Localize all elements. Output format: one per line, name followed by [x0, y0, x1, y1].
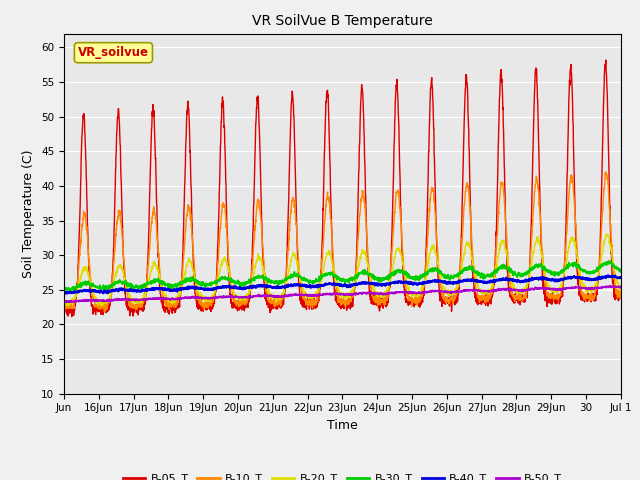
B-10_T: [236, 302, 244, 308]
B-10_T: [602, 169, 610, 175]
Line: B-50_T: B-50_T: [64, 286, 621, 302]
B-05_T: [60, 308, 68, 314]
B-30_T: [67, 289, 74, 295]
B-10_T: [510, 292, 518, 298]
B-40_T: [611, 273, 619, 278]
B-50_T: [116, 297, 124, 302]
Line: B-10_T: B-10_T: [64, 172, 621, 312]
Line: B-20_T: B-20_T: [64, 234, 621, 306]
B-05_T: [510, 296, 518, 301]
B-40_T: [63, 291, 70, 297]
Line: B-05_T: B-05_T: [64, 60, 621, 317]
B-30_T: [542, 267, 550, 273]
B-05_T: [602, 57, 610, 63]
B-10_T: [376, 302, 384, 308]
B-40_T: [617, 275, 625, 280]
B-40_T: [510, 277, 518, 283]
B-20_T: [617, 286, 625, 292]
B-20_T: [542, 273, 550, 279]
B-05_T: [609, 285, 617, 290]
B-40_T: [60, 289, 68, 295]
B-20_T: [236, 295, 244, 301]
B-30_T: [510, 269, 518, 275]
B-30_T: [116, 279, 124, 285]
B-50_T: [617, 284, 625, 289]
B-10_T: [617, 293, 625, 299]
B-05_T: [236, 301, 244, 307]
B-20_T: [609, 261, 617, 266]
B-10_T: [542, 284, 550, 289]
B-30_T: [605, 258, 612, 264]
B-40_T: [542, 275, 550, 281]
B-50_T: [60, 299, 68, 305]
B-20_T: [510, 287, 518, 293]
B-50_T: [542, 286, 550, 291]
B-10_T: [116, 208, 124, 214]
B-05_T: [542, 294, 550, 300]
B-10_T: [100, 309, 108, 315]
B-30_T: [376, 276, 384, 282]
B-50_T: [376, 291, 384, 297]
B-20_T: [376, 292, 384, 298]
B-40_T: [376, 281, 384, 287]
B-40_T: [236, 285, 244, 291]
B-30_T: [236, 281, 244, 287]
Legend: B-05_T, B-10_T, B-20_T, B-30_T, B-40_T, B-50_T: B-05_T, B-10_T, B-20_T, B-30_T, B-40_T, …: [118, 469, 566, 480]
B-20_T: [116, 264, 124, 269]
B-20_T: [65, 303, 72, 309]
B-20_T: [60, 300, 68, 306]
Text: VR_soilvue: VR_soilvue: [78, 46, 149, 59]
B-50_T: [606, 283, 614, 289]
B-50_T: [236, 294, 244, 300]
B-20_T: [604, 231, 611, 237]
Line: B-40_T: B-40_T: [64, 276, 621, 294]
B-50_T: [65, 300, 73, 305]
B-40_T: [609, 274, 617, 280]
B-30_T: [609, 262, 617, 267]
X-axis label: Time: Time: [327, 419, 358, 432]
B-05_T: [376, 304, 384, 310]
B-50_T: [510, 287, 518, 292]
B-50_T: [609, 285, 617, 290]
B-30_T: [617, 266, 625, 272]
B-05_T: [116, 136, 124, 142]
B-05_T: [68, 314, 76, 320]
B-10_T: [609, 264, 617, 270]
Y-axis label: Soil Temperature (C): Soil Temperature (C): [22, 149, 35, 278]
B-05_T: [617, 292, 625, 298]
B-10_T: [60, 305, 68, 311]
B-30_T: [60, 284, 68, 290]
B-40_T: [116, 287, 124, 293]
Title: VR SoilVue B Temperature: VR SoilVue B Temperature: [252, 14, 433, 28]
Line: B-30_T: B-30_T: [64, 261, 621, 292]
